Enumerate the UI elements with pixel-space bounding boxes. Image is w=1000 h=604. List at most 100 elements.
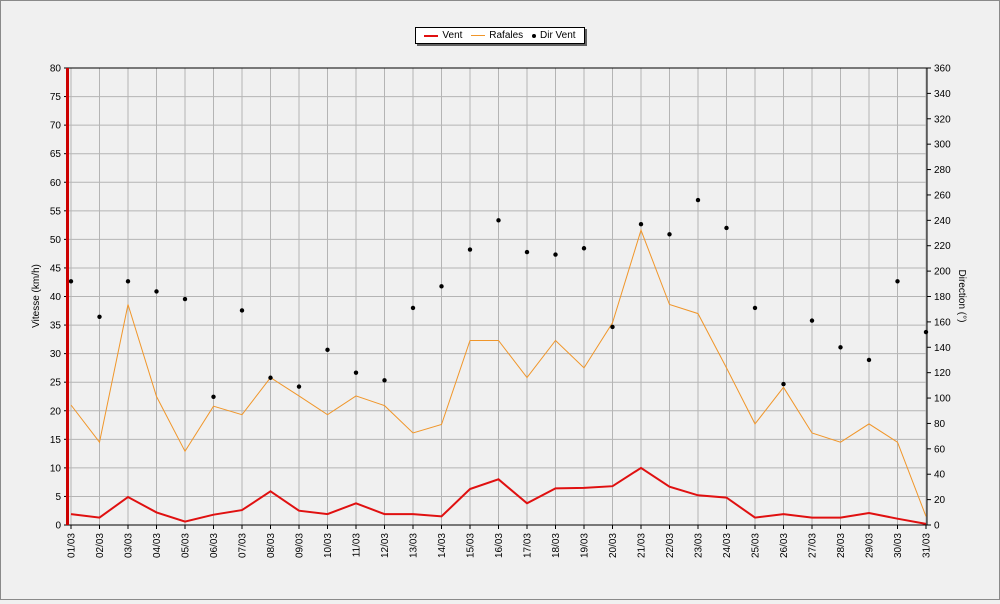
x-tick-label: 27/03 — [808, 533, 819, 558]
series-layer — [68, 197, 929, 525]
series-point-dir-vent — [239, 308, 245, 313]
y-tick-label: 55 — [50, 206, 62, 217]
series-point-dir-vent — [752, 305, 758, 311]
x-tick-label: 02/03 — [95, 533, 106, 558]
y-tick-label: 15 — [50, 435, 62, 446]
legend-swatch-rafales — [471, 35, 486, 36]
x-tick-label: 14/03 — [437, 533, 448, 558]
legend-label-dir-vent: Dir Vent — [540, 30, 576, 41]
y-axis-label: Vitesse (km/h) — [31, 264, 42, 328]
series-point-dir-vent — [581, 246, 587, 251]
series-point-dir-vent — [553, 252, 558, 257]
series-point-dir-vent — [781, 381, 786, 387]
series-point-dir-vent — [467, 247, 473, 252]
legend-entry-vent: Vent — [424, 30, 462, 41]
series-point-dir-vent — [325, 347, 330, 353]
y2-tick-label: 60 — [934, 444, 946, 455]
y-tick-label: 20 — [50, 406, 62, 417]
y2-tick-label: 340 — [934, 89, 951, 100]
legend-entry-dir-vent: Dir Vent — [532, 30, 576, 41]
x-tick-label: 17/03 — [523, 533, 534, 558]
series-point-dir-vent — [667, 232, 672, 237]
series-point-dir-vent — [724, 225, 729, 231]
x-tick-label: 30/03 — [893, 533, 904, 558]
y2-tick-label: 80 — [934, 419, 946, 430]
series-point-dir-vent — [923, 329, 929, 335]
y2-axis-label: Direction (°) — [956, 270, 967, 323]
x-tick-label: 21/03 — [637, 533, 648, 558]
x-tick-label: 26/03 — [779, 533, 790, 558]
y-tick-label: 65 — [50, 149, 62, 160]
x-tick-label: 15/03 — [466, 533, 477, 558]
y2-tick-label: 300 — [934, 140, 951, 151]
x-tick-label: 28/03 — [836, 533, 847, 558]
y2-tick-label: 360 — [934, 64, 951, 75]
y2-tick-label: 200 — [934, 267, 951, 278]
series-point-dir-vent — [496, 218, 501, 223]
x-tick-label: 23/03 — [694, 533, 705, 558]
y2-tick-label: 260 — [934, 190, 951, 201]
x-tick-label: 25/03 — [751, 533, 762, 558]
series-point-dir-vent — [296, 384, 302, 389]
series-point-dir-vent — [68, 279, 74, 284]
axes: 0 5 10 15 20 25 30 35 40 45 50 55 60 65 70 75 80 0 20 40 60 8… — [50, 64, 951, 559]
y2-tick-label: 0 — [934, 521, 940, 532]
y2-tick-label: 320 — [934, 114, 951, 125]
y-tick-label: 10 — [50, 463, 62, 474]
x-tick-label: 04/03 — [152, 533, 163, 558]
x-tick-label: 03/03 — [124, 533, 135, 558]
x-tick-label: 18/03 — [551, 533, 562, 558]
y2-tick-label: 180 — [934, 292, 951, 303]
x-tick-label: 12/03 — [380, 533, 391, 558]
y-tick-label: 80 — [50, 64, 62, 75]
series-point-dir-vent — [353, 370, 359, 375]
x-tick-label: 22/03 — [665, 533, 676, 558]
x-tick-label: 11/03 — [352, 533, 363, 558]
y-tick-label: 5 — [55, 492, 61, 503]
legend: Vent Rafales Dir Vent — [415, 27, 585, 44]
series-point-dir-vent — [838, 345, 843, 350]
x-tick-label: 06/03 — [209, 533, 220, 558]
y2-tick-label: 140 — [934, 343, 951, 354]
x-tick-label: 24/03 — [722, 533, 733, 558]
y-tick-label: 35 — [50, 321, 62, 332]
series-point-dir-vent — [125, 279, 131, 284]
series-point-dir-vent — [809, 318, 815, 323]
y2-tick-label: 220 — [934, 241, 951, 252]
series-point-dir-vent — [895, 279, 900, 284]
y-tick-label: 50 — [50, 235, 62, 246]
grid — [68, 67, 927, 526]
x-tick-label: 05/03 — [181, 533, 192, 558]
y-tick-label: 45 — [50, 263, 62, 274]
legend-label-vent: Vent — [442, 30, 463, 41]
series-point-dir-vent — [382, 378, 387, 383]
y-tick-label: 60 — [50, 178, 62, 189]
x-tick-label: 01/03 — [67, 533, 78, 558]
x-tick-label: 09/03 — [295, 533, 306, 558]
series-point-dir-vent — [695, 197, 701, 203]
y2-tick-label: 20 — [934, 495, 946, 506]
legend-label-rafales: Rafales — [489, 30, 524, 41]
series-point-dir-vent — [211, 394, 216, 399]
series-point-dir-vent — [182, 296, 188, 302]
y-tick-label: 25 — [50, 378, 62, 389]
x-tick-label: 20/03 — [608, 533, 619, 558]
series-point-dir-vent — [638, 221, 644, 227]
x-tick-label: 31/03 — [922, 533, 933, 558]
y-tick-label: 70 — [50, 121, 62, 132]
y-tick-label: 30 — [50, 349, 62, 360]
series-point-dir-vent — [524, 249, 530, 255]
x-tick-label: 13/03 — [409, 533, 420, 558]
series-point-dir-vent — [610, 324, 615, 330]
legend-swatch-dir-vent — [532, 33, 536, 38]
series-point-dir-vent — [154, 289, 159, 294]
x-tick-label: 08/03 — [266, 533, 277, 558]
x-tick-label: 19/03 — [580, 533, 591, 558]
x-tick-label: 16/03 — [494, 533, 505, 558]
series-line-vent — [70, 466, 927, 525]
series-point-dir-vent — [97, 314, 102, 320]
y-tick-label: 75 — [50, 92, 62, 103]
y2-tick-label: 100 — [934, 394, 951, 405]
